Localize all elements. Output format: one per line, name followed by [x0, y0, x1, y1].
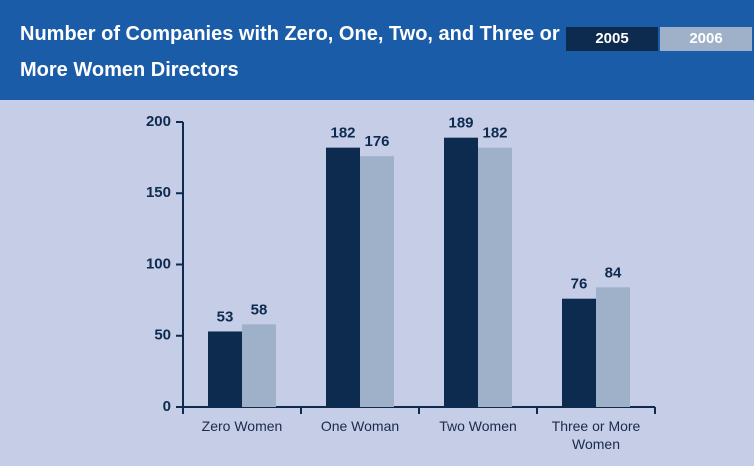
chart-title: Number of Companies with Zero, One, Two,… — [20, 23, 560, 81]
y-tick-label: 150 — [146, 184, 171, 201]
bar — [360, 156, 394, 407]
bar — [242, 324, 276, 407]
y-tick-label: 100 — [146, 255, 171, 272]
value-label: 53 — [217, 308, 234, 325]
bar — [326, 147, 360, 407]
x-tick-label: Two Women — [439, 418, 517, 434]
y-tick-label: 50 — [154, 327, 171, 344]
value-label: 182 — [330, 125, 355, 142]
x-tick-label: Zero Women — [201, 418, 283, 434]
bar — [208, 331, 242, 407]
y-tick-label: 0 — [163, 398, 171, 415]
bar — [444, 137, 478, 408]
value-label: 176 — [364, 133, 389, 150]
x-tick-label: Three or More Women — [551, 418, 641, 452]
bar — [478, 147, 512, 407]
value-label: 76 — [571, 276, 588, 293]
value-label: 58 — [251, 301, 268, 318]
value-label: 189 — [448, 115, 473, 132]
legend-item: 2006 — [660, 27, 752, 51]
x-tick-label: One Woman — [320, 418, 400, 434]
y-tick-label: 200 — [146, 113, 171, 130]
legend-item: 2005 — [566, 27, 658, 51]
bar — [596, 287, 630, 407]
value-label: 84 — [605, 264, 622, 281]
value-label: 182 — [482, 125, 507, 142]
bar — [562, 298, 596, 407]
